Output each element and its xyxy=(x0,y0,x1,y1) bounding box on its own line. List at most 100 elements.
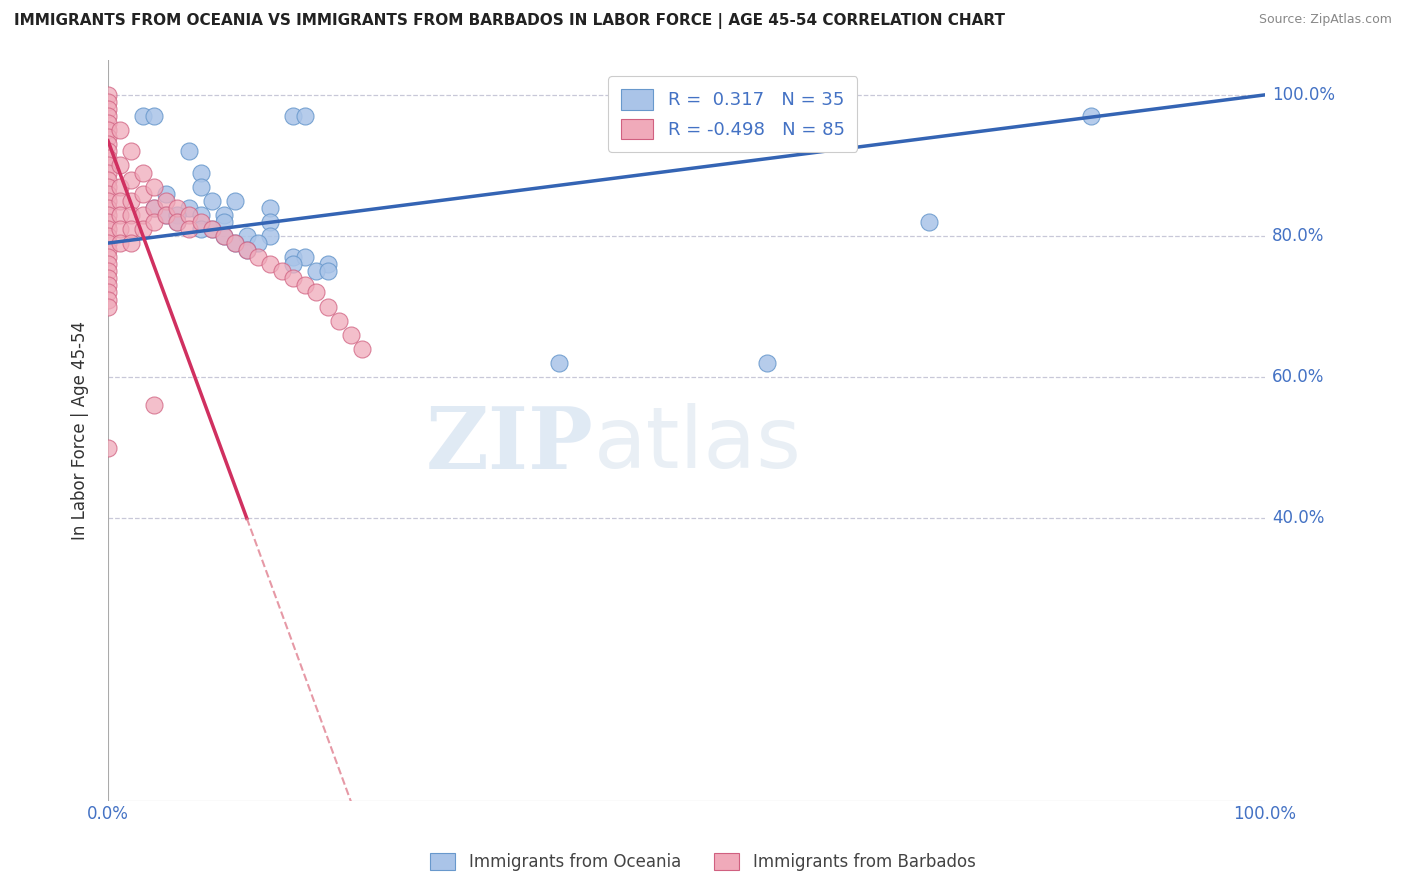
Text: IMMIGRANTS FROM OCEANIA VS IMMIGRANTS FROM BARBADOS IN LABOR FORCE | AGE 45-54 C: IMMIGRANTS FROM OCEANIA VS IMMIGRANTS FR… xyxy=(14,13,1005,29)
Point xyxy=(97,165,120,179)
Legend: R =  0.317   N = 35, R = -0.498   N = 85: R = 0.317 N = 35, R = -0.498 N = 85 xyxy=(607,76,858,152)
Y-axis label: In Labor Force | Age 45-54: In Labor Force | Age 45-54 xyxy=(72,320,89,540)
Point xyxy=(108,123,131,137)
Point xyxy=(305,285,328,300)
Point xyxy=(120,208,142,222)
Point xyxy=(259,201,281,215)
Point xyxy=(131,208,153,222)
Point xyxy=(281,271,304,285)
Point xyxy=(97,208,120,222)
Point xyxy=(340,327,363,342)
Point xyxy=(97,222,120,236)
Point xyxy=(316,300,339,314)
Text: Source: ZipAtlas.com: Source: ZipAtlas.com xyxy=(1258,13,1392,27)
Point xyxy=(97,152,120,166)
Point xyxy=(166,201,188,215)
Point xyxy=(247,250,270,264)
Point xyxy=(294,109,316,123)
Point xyxy=(352,342,374,356)
Point xyxy=(224,194,246,208)
Point xyxy=(97,201,120,215)
Point xyxy=(143,179,166,194)
Point xyxy=(97,87,120,102)
Text: 100.0%: 100.0% xyxy=(1272,86,1334,103)
Point xyxy=(120,172,142,186)
Legend: Immigrants from Oceania, Immigrants from Barbados: Immigrants from Oceania, Immigrants from… xyxy=(422,845,984,880)
Point xyxy=(294,250,316,264)
Point xyxy=(212,215,235,229)
Point xyxy=(236,229,259,244)
Point xyxy=(97,278,120,293)
Point xyxy=(918,215,941,229)
Point xyxy=(177,201,200,215)
Point xyxy=(97,257,120,271)
Point xyxy=(259,257,281,271)
Point xyxy=(177,208,200,222)
Point xyxy=(305,264,328,278)
Point xyxy=(143,109,166,123)
Point xyxy=(97,215,120,229)
Point xyxy=(166,215,188,229)
Text: 80.0%: 80.0% xyxy=(1272,227,1324,245)
Point xyxy=(328,314,350,328)
Point xyxy=(212,229,235,244)
Point xyxy=(97,243,120,257)
Point xyxy=(294,278,316,293)
Point xyxy=(190,208,212,222)
Point xyxy=(190,222,212,236)
Point xyxy=(108,208,131,222)
Point xyxy=(143,201,166,215)
Point xyxy=(97,95,120,109)
Point xyxy=(281,257,304,271)
Point xyxy=(131,222,153,236)
Point xyxy=(108,236,131,251)
Point xyxy=(108,194,131,208)
Point xyxy=(97,300,120,314)
Text: 40.0%: 40.0% xyxy=(1272,509,1324,527)
Point xyxy=(131,109,153,123)
Point xyxy=(166,215,188,229)
Point xyxy=(97,285,120,300)
Point xyxy=(236,243,259,257)
Point xyxy=(224,236,246,251)
Point xyxy=(108,222,131,236)
Point xyxy=(177,145,200,159)
Point xyxy=(131,165,153,179)
Point xyxy=(97,186,120,201)
Point xyxy=(97,441,120,455)
Point xyxy=(97,172,120,186)
Point xyxy=(190,215,212,229)
Point xyxy=(212,229,235,244)
Point xyxy=(1080,109,1102,123)
Point xyxy=(756,356,779,370)
Point xyxy=(143,201,166,215)
Point xyxy=(97,250,120,264)
Point xyxy=(281,250,304,264)
Point xyxy=(97,158,120,172)
Point xyxy=(548,356,571,370)
Point xyxy=(177,222,200,236)
Point xyxy=(97,229,120,244)
Point xyxy=(97,109,120,123)
Point xyxy=(201,222,224,236)
Text: atlas: atlas xyxy=(593,403,801,486)
Point xyxy=(120,222,142,236)
Point xyxy=(201,194,224,208)
Point xyxy=(143,215,166,229)
Point xyxy=(201,222,224,236)
Point xyxy=(97,123,120,137)
Point xyxy=(155,194,177,208)
Point xyxy=(97,145,120,159)
Point xyxy=(120,236,142,251)
Point xyxy=(259,229,281,244)
Point xyxy=(97,116,120,130)
Point xyxy=(316,257,339,271)
Point xyxy=(224,236,246,251)
Point xyxy=(155,208,177,222)
Point xyxy=(97,194,120,208)
Point xyxy=(120,194,142,208)
Point xyxy=(259,215,281,229)
Point xyxy=(120,145,142,159)
Point xyxy=(155,186,177,201)
Point xyxy=(236,243,259,257)
